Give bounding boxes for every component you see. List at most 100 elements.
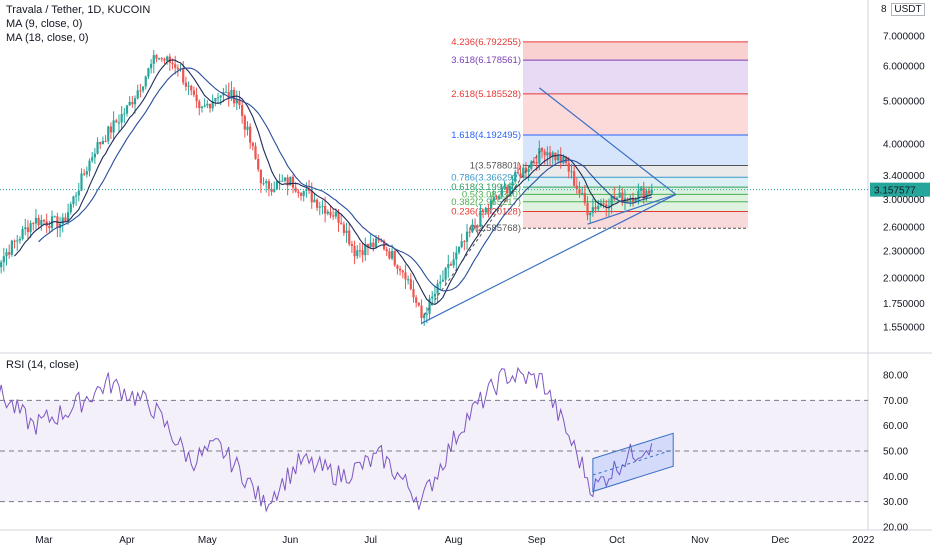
candle-body bbox=[594, 207, 597, 210]
candle bbox=[83, 169, 86, 177]
candle bbox=[476, 225, 479, 236]
candle bbox=[460, 233, 463, 249]
candle-body bbox=[235, 99, 238, 104]
candle bbox=[2, 247, 5, 272]
price-tick-label: 6.000000 bbox=[883, 61, 925, 72]
candle bbox=[166, 55, 169, 65]
ma9-legend[interactable]: MA (9, close, 0) bbox=[6, 18, 83, 30]
candle-body bbox=[398, 268, 402, 271]
candle-body bbox=[372, 242, 375, 248]
candle-body bbox=[645, 190, 648, 199]
candle-body bbox=[115, 120, 118, 123]
candle-body bbox=[578, 189, 581, 194]
fib-level-label: 0(2.585768) bbox=[470, 223, 521, 234]
candle-body bbox=[13, 240, 16, 242]
candle-body bbox=[310, 190, 313, 203]
candle bbox=[69, 201, 72, 215]
candle bbox=[91, 152, 94, 163]
fib-zone bbox=[523, 211, 748, 229]
candle bbox=[72, 195, 75, 208]
currency-indicator[interactable]: 8 USDT bbox=[881, 3, 925, 16]
ma18-legend[interactable]: MA (18, close, 0) bbox=[6, 32, 89, 44]
candle-body bbox=[171, 62, 174, 65]
candle-body bbox=[457, 247, 461, 253]
candle bbox=[484, 206, 487, 216]
candle-body bbox=[273, 189, 276, 192]
candle bbox=[302, 190, 305, 202]
candle bbox=[326, 209, 329, 216]
candle-body bbox=[166, 56, 169, 61]
candle bbox=[29, 220, 32, 238]
candle-body bbox=[104, 140, 107, 142]
candle bbox=[481, 208, 485, 219]
candle-body bbox=[345, 230, 348, 233]
candle-body bbox=[449, 264, 453, 266]
candle bbox=[64, 213, 67, 223]
candle-body bbox=[29, 223, 32, 233]
candle-body bbox=[200, 106, 204, 109]
price-tick-label: 2.000000 bbox=[883, 273, 925, 284]
fib-level-label: 3.618(6.178561) bbox=[451, 55, 521, 66]
candle-body bbox=[538, 148, 541, 164]
candle-body bbox=[522, 167, 525, 178]
candle-body bbox=[377, 238, 380, 241]
candle-body bbox=[211, 101, 214, 109]
candle-body bbox=[374, 238, 378, 248]
candle bbox=[139, 83, 142, 98]
candle bbox=[251, 141, 254, 151]
candle-body bbox=[230, 89, 233, 99]
time-tick-label: 2022 bbox=[852, 535, 875, 546]
candle bbox=[468, 227, 471, 238]
candle-body bbox=[487, 207, 490, 209]
time-tick-label: Jun bbox=[282, 535, 298, 546]
candle bbox=[77, 182, 80, 202]
price-tick-label: 1.550000 bbox=[883, 323, 925, 334]
symbol-title[interactable]: Travala / Tether, 1D, KUCOIN bbox=[6, 4, 151, 16]
candle-body bbox=[149, 63, 153, 69]
candle-body bbox=[425, 313, 428, 315]
candle bbox=[409, 273, 412, 291]
candle-body bbox=[460, 241, 463, 248]
candle bbox=[152, 50, 155, 74]
candle-body bbox=[481, 210, 485, 213]
rsi-tick-label: 70.00 bbox=[883, 396, 908, 407]
candle-body bbox=[254, 146, 257, 159]
rsi-line bbox=[0, 366, 653, 513]
candle bbox=[174, 55, 177, 75]
candle bbox=[318, 201, 321, 216]
candle bbox=[104, 135, 107, 143]
candle bbox=[519, 165, 522, 179]
candle bbox=[583, 184, 586, 206]
candle-body bbox=[602, 203, 605, 205]
candle-body bbox=[415, 297, 418, 303]
candle-body bbox=[88, 160, 91, 172]
candle bbox=[80, 168, 83, 192]
candle bbox=[13, 239, 16, 249]
candle bbox=[543, 148, 546, 165]
fib-level-label: 4.236(6.792255) bbox=[451, 37, 521, 48]
fib-zone bbox=[523, 165, 748, 178]
candle-body bbox=[615, 197, 619, 200]
candle bbox=[246, 121, 249, 136]
candle bbox=[131, 96, 134, 108]
candle bbox=[594, 199, 597, 214]
rsi-legend[interactable]: RSI (14, close) bbox=[6, 359, 79, 371]
candle-body bbox=[123, 113, 126, 115]
candle-body bbox=[361, 250, 364, 256]
candle-body bbox=[342, 224, 345, 233]
candle-body bbox=[631, 197, 635, 202]
candle-body bbox=[262, 183, 265, 185]
candle bbox=[200, 105, 204, 113]
candle bbox=[495, 194, 498, 200]
candle-body bbox=[163, 58, 166, 61]
candle bbox=[147, 67, 150, 80]
candle bbox=[500, 183, 503, 199]
time-tick-label: Mar bbox=[35, 535, 53, 546]
candle-body bbox=[326, 211, 329, 214]
candle-body bbox=[441, 279, 445, 282]
candle-body bbox=[168, 56, 171, 63]
candle-body bbox=[527, 168, 530, 172]
candle-body bbox=[324, 205, 327, 214]
fib-level-label: 2.618(5.185528) bbox=[451, 89, 521, 100]
